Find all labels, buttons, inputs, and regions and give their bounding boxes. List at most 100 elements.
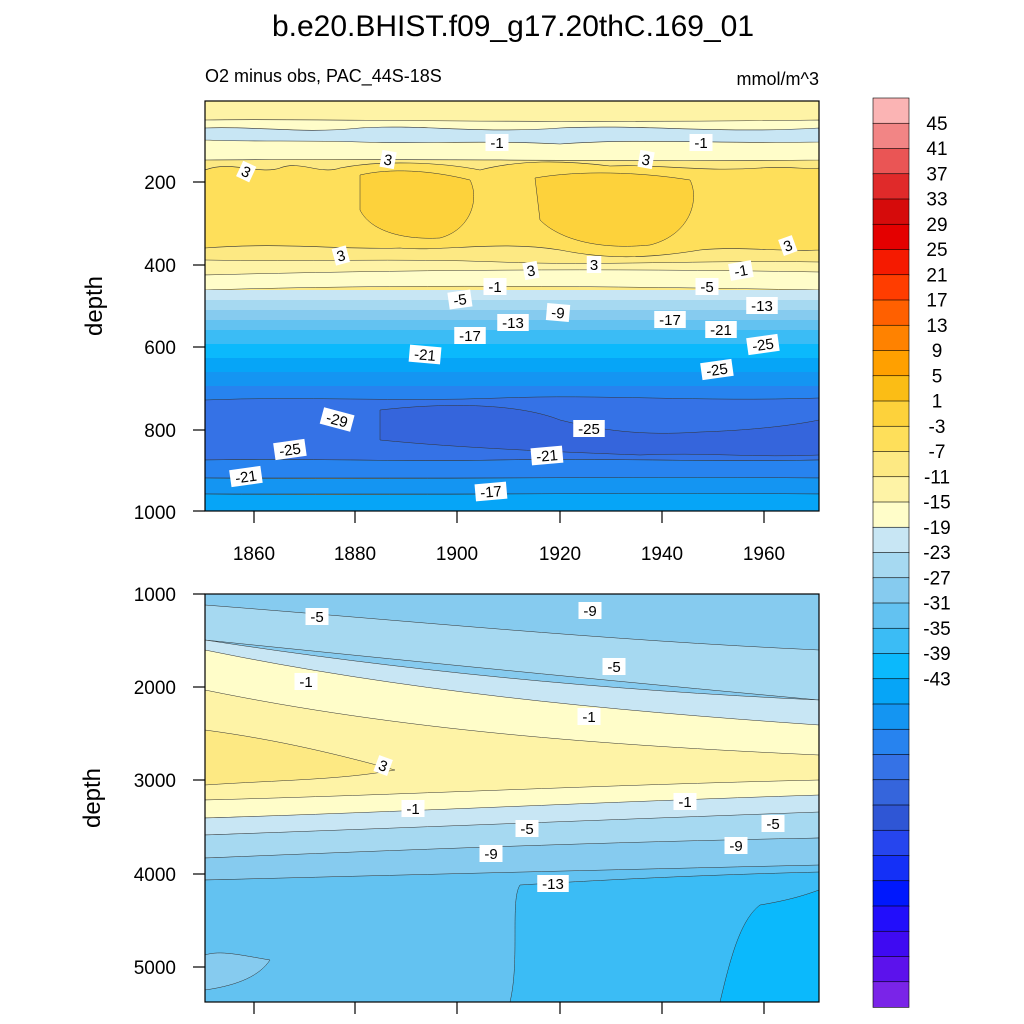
contour-label-box — [705, 321, 737, 338]
ytick-lower-2000: 2000 — [134, 678, 176, 699]
contour-label-box — [236, 160, 257, 183]
upper-contour-label: 3 — [522, 260, 540, 281]
colorbar-label: 33 — [926, 190, 947, 211]
colorbar-swatch — [872, 754, 910, 781]
lb-band-8 — [719, 889, 819, 1002]
upper-contour-label: 3 — [331, 245, 351, 266]
contour-label-text: -1 — [490, 135, 503, 152]
subtitle-left: O2 minus obs, PAC_44S-18S — [205, 66, 442, 87]
colorbar-label: -35 — [923, 619, 950, 640]
lower-plot-frame — [204, 593, 820, 1003]
upper-plot-frame — [204, 100, 820, 512]
colorbar: 45 41 37 33 29 25 21 17 13 9 5 1 -3 -7 -11 -15 -19 -23 -27… — [872, 97, 951, 1008]
upper-contour-label: -1 — [483, 278, 507, 296]
colorbar-label: -7 — [929, 442, 946, 463]
contour-label-box — [331, 245, 351, 266]
contour-label-box — [485, 134, 509, 151]
contour-label-box — [537, 875, 569, 892]
colorbar-label: -27 — [923, 568, 950, 589]
colorbar-label: 37 — [926, 164, 947, 185]
band-lower-3 — [205, 493, 819, 511]
lower-contour-label: -5 — [515, 820, 539, 838]
colorbar-swatch — [872, 880, 910, 907]
lb-band-4 — [205, 811, 819, 859]
contour-label-box — [746, 333, 780, 356]
lower-contour-label: -5 — [761, 815, 785, 833]
colorbar-swatch — [872, 728, 910, 756]
contour-label-box — [483, 278, 507, 295]
contour-label-box — [408, 344, 442, 365]
colorbar-swatch — [872, 425, 910, 453]
contour-label-text: -13 — [751, 298, 773, 315]
colorbar-swatch — [872, 274, 910, 301]
colorbar-label: -43 — [923, 669, 950, 690]
contour-label-box — [728, 260, 754, 281]
band-blue-2 — [205, 300, 819, 310]
lb-band-yellow-core — [205, 729, 396, 786]
colorbar-swatch — [872, 602, 910, 629]
contour-label-text: -21 — [536, 447, 559, 466]
chart-title: b.e20.BHIST.f09_g17.20thC.169_01 — [272, 10, 754, 43]
colorbar-label: 41 — [926, 139, 947, 160]
upper-contour-label: -5 — [695, 278, 719, 296]
contour-label-box — [319, 407, 355, 432]
contour-label-text: -1 — [488, 279, 501, 296]
colorbar-swatch — [872, 526, 910, 554]
colorbar-swatch — [872, 198, 910, 225]
contour-label-text: -5 — [766, 816, 779, 833]
colorbar-label: 25 — [926, 240, 947, 261]
lower-contour-label: -5 — [305, 608, 329, 626]
contour-label-box — [294, 673, 318, 690]
contour-label-box — [229, 465, 263, 488]
contour-label-box — [578, 602, 602, 619]
colorbar-label: 1 — [932, 392, 943, 413]
upper-contour-label: 3 — [778, 235, 798, 256]
colorbar-label: -19 — [923, 518, 950, 539]
lower-contour-label: -1 — [673, 793, 697, 811]
upper-contour-label: -25 — [700, 358, 734, 381]
contour-label-text: -17 — [480, 483, 503, 502]
contour-label-box — [689, 134, 713, 151]
upper-contour-label: -9 — [545, 303, 571, 323]
colorbar-swatch — [872, 804, 910, 831]
contour-label-text: -17 — [459, 328, 481, 345]
colorbar-swatch — [872, 400, 910, 427]
band-lower-2 — [205, 477, 819, 495]
lower-contour-label: -1 — [294, 673, 318, 691]
contour-label-box — [637, 149, 655, 170]
xtick-upper-1900: 1900 — [436, 544, 478, 565]
band-lower-1 — [205, 459, 819, 479]
upper-contour-label: -1 — [689, 134, 713, 152]
colorbar-swatch — [872, 956, 910, 983]
band-blue-5 — [205, 330, 819, 344]
upper-contour-label: -5 — [447, 289, 473, 310]
contour-label-box — [454, 327, 486, 344]
colorbar-swatch — [872, 97, 910, 124]
band-blue-7 — [205, 358, 819, 372]
lower-contour-label: 3 — [373, 755, 393, 776]
contour-label-box — [761, 815, 785, 832]
ylabel-lower: depth — [79, 768, 106, 828]
contour-label-box — [479, 845, 503, 862]
contour-label-box — [530, 445, 564, 466]
contour-label-box — [673, 793, 697, 810]
upper-contour-label: 3 — [586, 256, 602, 274]
lower-contour-label: -1 — [577, 708, 601, 726]
colorbar-swatch — [872, 829, 910, 857]
colorbar-swatch — [872, 223, 910, 251]
lower-contour-label: -9 — [724, 837, 748, 855]
contour-label-text: 3 — [526, 262, 537, 280]
colorbar-label: 5 — [932, 366, 943, 387]
colorbar-label: 45 — [926, 114, 947, 135]
contour-label-text: -21 — [413, 346, 436, 365]
contour-label-box — [700, 358, 734, 381]
colorbar-swatch — [872, 249, 910, 276]
contour-label-text: -21 — [234, 468, 258, 488]
contour-label-text: -25 — [705, 361, 729, 381]
lower-contour-label: -1 — [401, 800, 425, 818]
colorbar-swatch — [872, 779, 910, 806]
upper-contour-label: 3 — [379, 149, 397, 170]
ytick-lower-3000: 3000 — [134, 771, 176, 792]
contour-label-text: -25 — [751, 336, 775, 356]
ytick-upper-200: 200 — [144, 173, 176, 194]
